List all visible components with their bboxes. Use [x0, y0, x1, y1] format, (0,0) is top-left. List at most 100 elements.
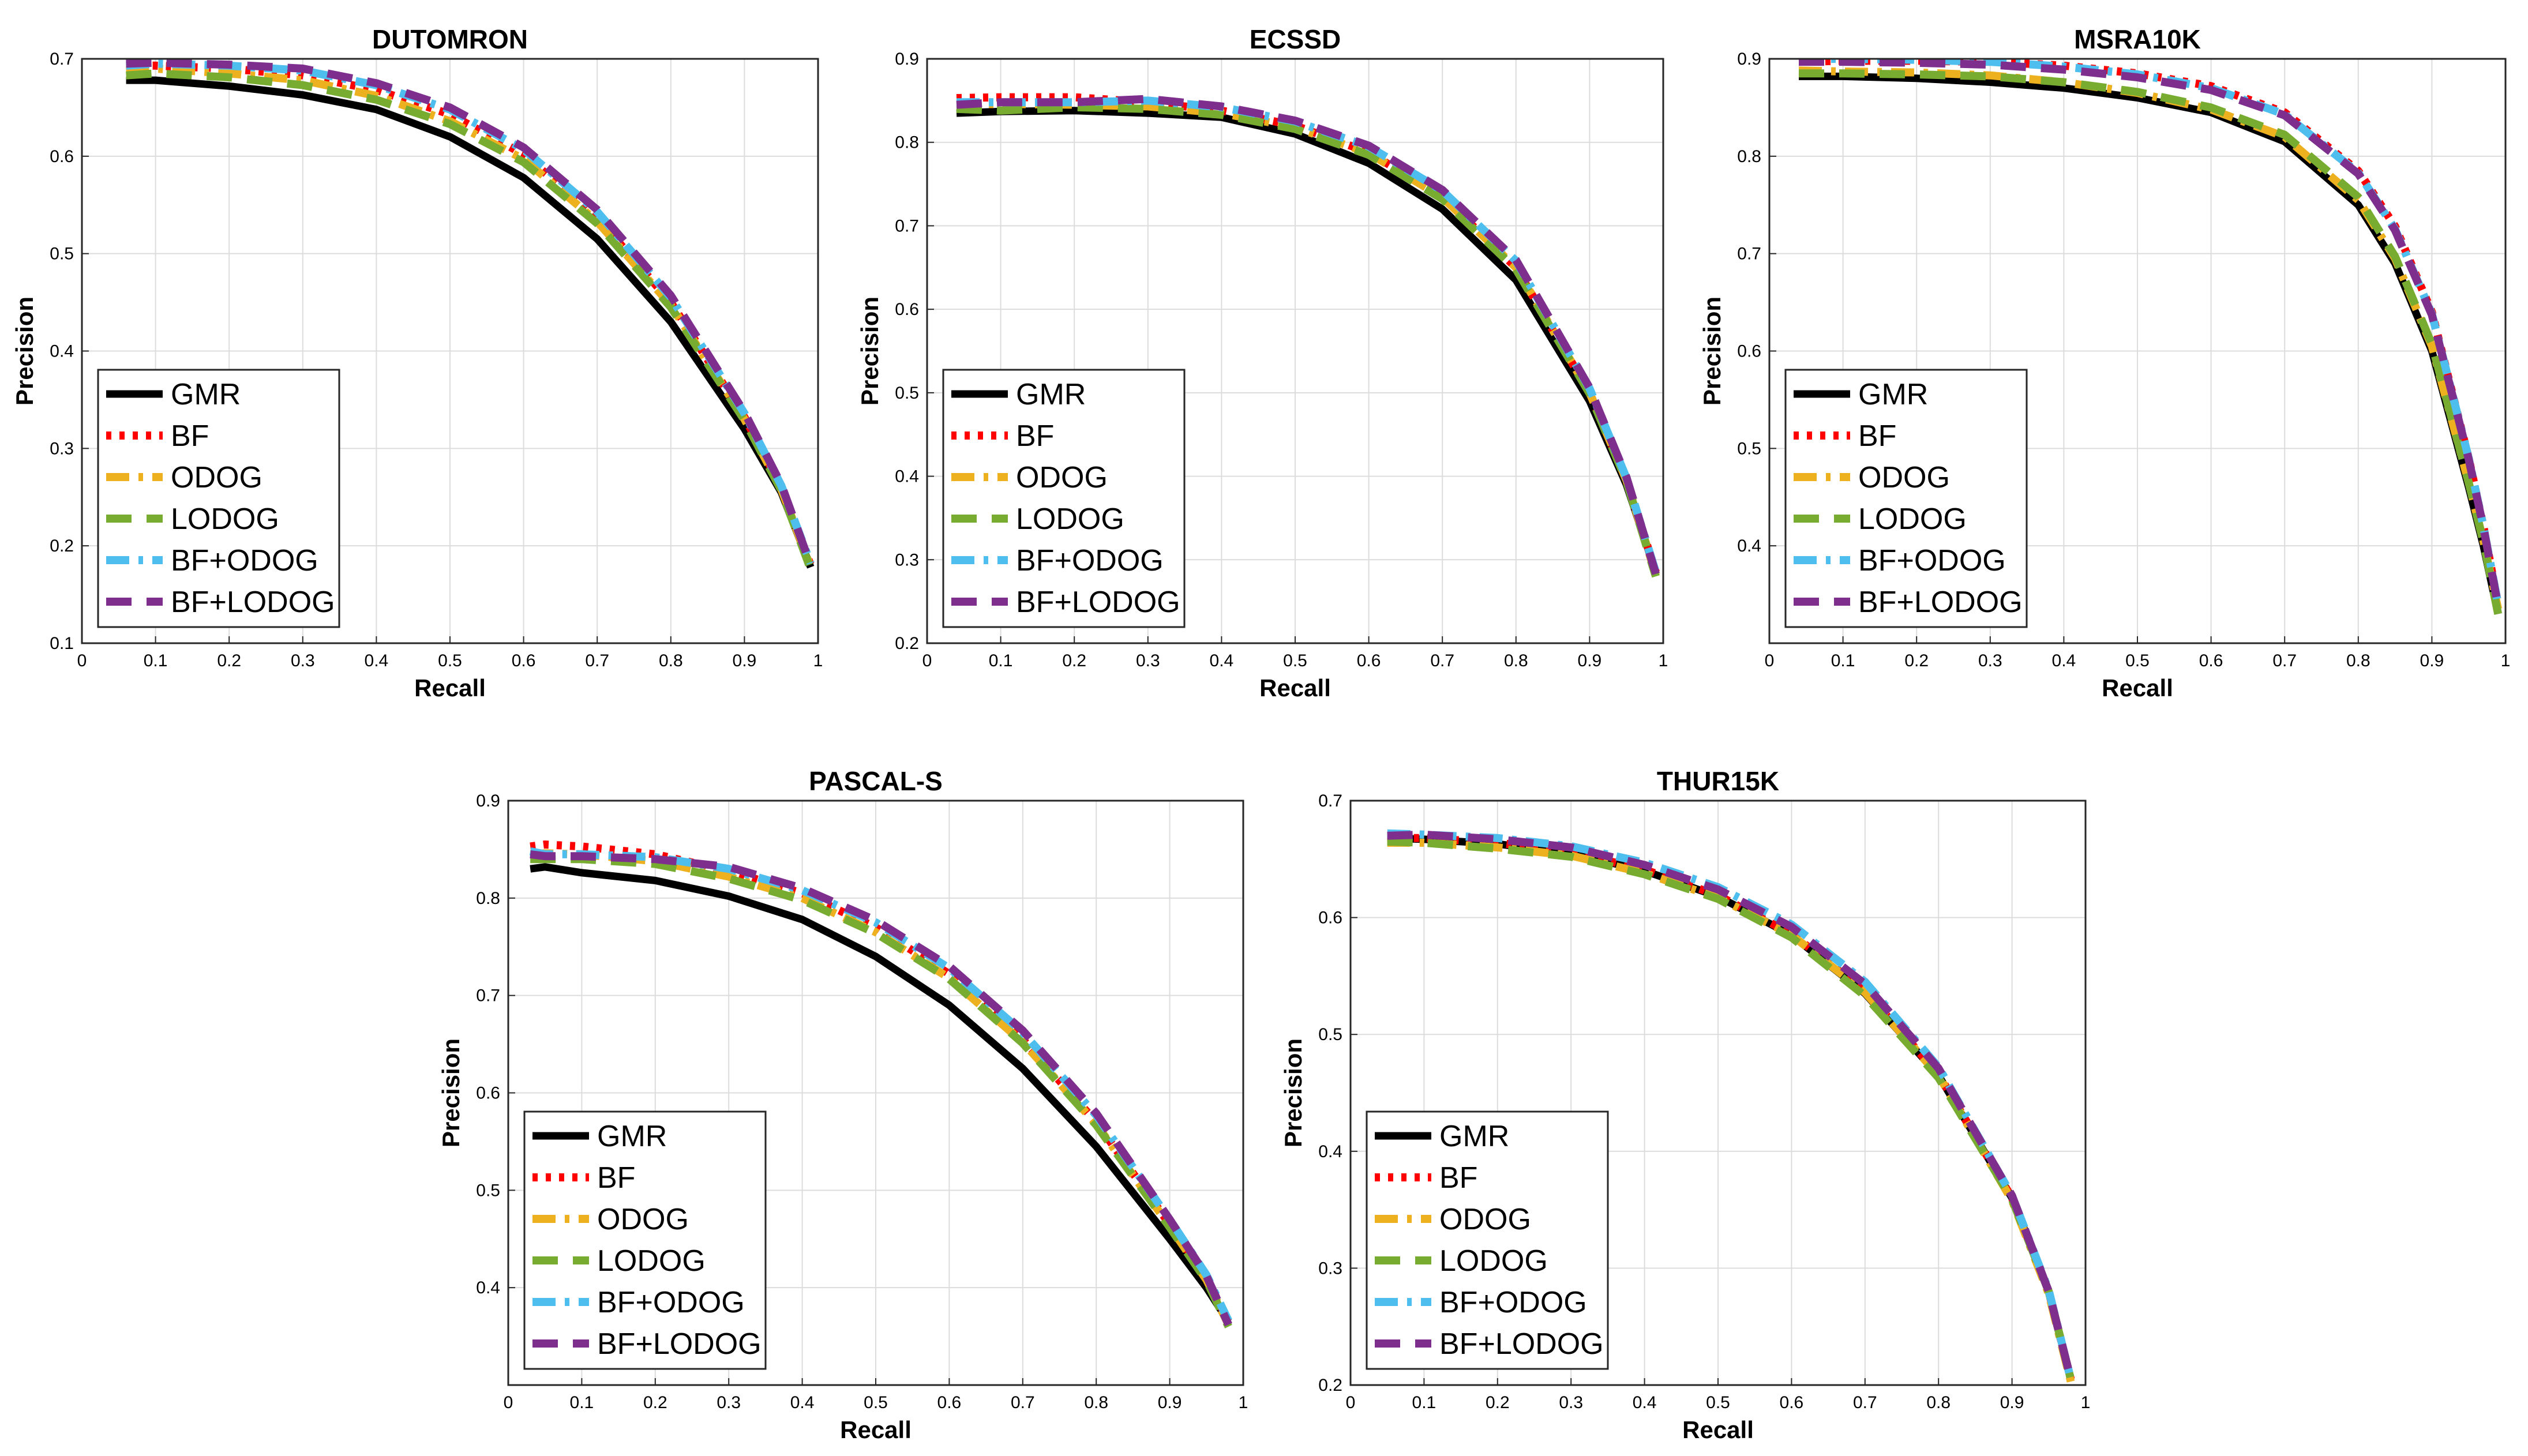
axes-frame	[1768, 58, 2507, 644]
legend-box	[1366, 1110, 1609, 1370]
legend-label-odog: ODOG	[597, 1203, 689, 1236]
y-tick-label: 0.9	[895, 50, 919, 69]
chart-title: MSRA10K	[2074, 24, 2201, 54]
legend-label-bf-lodog: BF+LODOG	[171, 586, 335, 619]
chart-title: THUR15K	[1657, 766, 1779, 796]
legend-label-bf-lodog: BF+LODOG	[1016, 586, 1180, 619]
x-tick-label: 1	[1239, 1393, 1248, 1412]
series-line-bf-lodog	[1799, 59, 2503, 607]
legend-label-bf-lodog: BF+LODOG	[1858, 586, 2023, 619]
y-tick-label: 0.4	[476, 1278, 500, 1297]
y-tick-label: 0.9	[476, 791, 500, 810]
y-axis-label: Precision	[1698, 297, 1726, 406]
legend-label-lodog: LODOG	[597, 1244, 706, 1278]
x-tick-label: 1	[2081, 1393, 2091, 1412]
y-tick-label: 0.1	[50, 634, 74, 653]
series-line-bf-lodog	[126, 59, 815, 567]
legend-label-bf-odog: BF+ODOG	[171, 544, 318, 577]
legend-label-odog: ODOG	[1016, 461, 1108, 494]
series-line-bf-lodog	[956, 95, 1660, 575]
y-tick-label: 0.6	[476, 1084, 500, 1103]
legend-label-bf-odog: BF+ODOG	[1439, 1286, 1587, 1319]
legend-box	[523, 1110, 767, 1370]
y-axis-label: Precision	[11, 297, 38, 406]
legend-label-lodog: LODOG	[171, 502, 279, 536]
x-tick-label: 0.6	[1780, 1393, 1804, 1412]
y-tick-label: 0.5	[50, 245, 74, 264]
x-tick-label: 0.9	[1158, 1393, 1182, 1412]
chart-title: PASCAL-S	[809, 766, 943, 796]
x-tick-label: 0.6	[1357, 651, 1381, 670]
legend-box	[942, 369, 1186, 628]
legend-label-gmr: GMR	[1858, 378, 1928, 411]
y-axis-label: Precision	[856, 297, 883, 406]
y-tick-label: 0.7	[476, 986, 500, 1005]
legend-label-bf: BF	[1858, 419, 1896, 453]
legend-label-bf: BF	[597, 1161, 635, 1195]
y-tick-label: 0.3	[1318, 1259, 1342, 1278]
x-tick-label: 0.8	[2346, 651, 2371, 670]
x-tick-label: 0.1	[989, 651, 1013, 670]
series-group	[1387, 829, 2075, 1383]
chart-thur15k: 0 0.1 0.2 0.3 0.4 0.5 0.6 0.7 0.8 0.9 1 0.2 0.3 0.4 0.…	[1280, 766, 2090, 1443]
x-axis-label: Recall	[840, 1416, 912, 1443]
x-tick-label: 0.2	[643, 1393, 667, 1412]
series-line-gmr	[530, 863, 1232, 1324]
axes-frame	[507, 800, 1244, 1386]
x-tick-label: 0.8	[1084, 1393, 1108, 1412]
x-tick-label: 0.2	[1904, 651, 1929, 670]
x-tick-label: 0.8	[1926, 1393, 1951, 1412]
x-tick-label: 0.5	[864, 1393, 888, 1412]
legend-label-bf-odog: BF+ODOG	[1858, 544, 2006, 577]
legend-label-bf: BF	[171, 419, 209, 453]
x-tick-label: 0.8	[659, 651, 683, 670]
legend-label-bf-odog: BF+ODOG	[597, 1286, 745, 1319]
chart-pascal-s: 0 0.1 0.2 0.3 0.4 0.5 0.6 0.7 0.8 0.9 1 0.4 0.5 0.6 0.…	[437, 766, 1248, 1443]
x-tick-label: 0.6	[2199, 651, 2223, 670]
legend-label-bf-lodog: BF+LODOG	[597, 1327, 762, 1361]
series-line-bf-lodog	[1387, 830, 2075, 1380]
axes-frame	[81, 58, 819, 644]
x-tick-label: 0	[504, 1393, 513, 1412]
x-tick-label: 0.4	[365, 651, 389, 670]
y-axis-label: Precision	[437, 1038, 464, 1147]
chart-title: ECSSD	[1250, 24, 1341, 54]
y-tick-label: 0.8	[1737, 147, 1761, 166]
legend-label-odog: ODOG	[1439, 1203, 1531, 1236]
y-tick-label: 0.7	[895, 216, 919, 235]
legend-label-bf: BF	[1439, 1161, 1477, 1195]
x-tick-label: 0	[1346, 1393, 1356, 1412]
y-tick-label: 0.6	[1737, 342, 1761, 361]
y-tick-label: 0.4	[895, 467, 919, 486]
x-tick-label: 0.1	[144, 651, 168, 670]
x-tick-label: 0	[77, 651, 87, 670]
x-tick-label: 0.1	[1412, 1393, 1436, 1412]
x-tick-label: 0.7	[585, 651, 609, 670]
y-tick-label: 0.8	[895, 133, 919, 152]
x-tick-label: 0	[922, 651, 932, 670]
x-tick-label: 0	[1765, 651, 1775, 670]
legend: GMR BF ODOG LODOG BF+ODOG BF+LODOG	[523, 1110, 767, 1370]
x-tick-label: 0.9	[1578, 651, 1602, 670]
x-tick-label: 0.5	[438, 651, 462, 670]
series-group	[529, 840, 1232, 1329]
legend: GMR BF ODOG LODOG BF+ODOG BF+LODOG	[1366, 1110, 1609, 1370]
chart-dutomron: 0 0.1 0.2 0.3 0.4 0.5 0.6 0.7 0.8 0.9 10.10.20.30.…	[11, 24, 823, 701]
legend-label-lodog: LODOG	[1016, 502, 1124, 536]
x-tick-label: 0.5	[1283, 651, 1307, 670]
y-tick-label: 0.5	[476, 1181, 500, 1200]
chart-title: DUTOMRON	[372, 24, 528, 54]
y-tick-label: 0.7	[1737, 245, 1761, 264]
y-tick-label: 0.4	[1318, 1142, 1342, 1161]
x-axis-label: Recall	[2102, 674, 2173, 701]
y-tick-label: 0.7	[50, 50, 74, 69]
y-tick-label: 0.5	[1318, 1025, 1342, 1044]
x-tick-label: 0.7	[1011, 1393, 1035, 1412]
x-tick-label: 0.4	[1633, 1393, 1657, 1412]
series-line-bf-lodog	[530, 850, 1232, 1327]
x-tick-label: 0.7	[2272, 651, 2297, 670]
x-tick-label: 0.8	[1504, 651, 1528, 670]
x-tick-label: 1	[2501, 651, 2511, 670]
x-tick-label: 0.3	[1136, 651, 1160, 670]
x-tick-label: 0.9	[733, 651, 757, 670]
